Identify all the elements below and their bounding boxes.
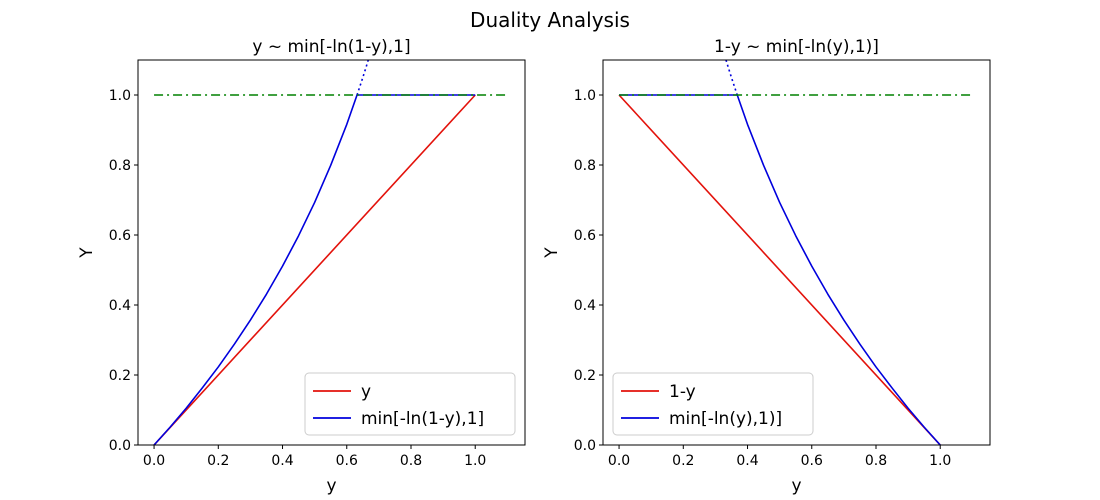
x-axis-label: y: [791, 476, 801, 496]
y-axis-label: Y: [77, 247, 97, 259]
series-line-dotted-2: [725, 60, 739, 96]
subplot-right: 0.0 0.2 0.4 0.6 0.8 1.0 0.0 0.2 0.4 0.6 0.8 1.0 1-y …: [542, 37, 991, 496]
series-group: [153, 60, 508, 445]
plot-frame: [137, 59, 526, 446]
legend-box: [612, 372, 814, 436]
y-tick-label: 0.0: [574, 438, 596, 454]
plot-title: 1-y ~ min[-ln(y),1)]: [714, 37, 879, 57]
y-tick-label: 0.6: [109, 228, 131, 244]
y-tick-label: 0.2: [109, 368, 131, 384]
series-line-1-y: [618, 94, 941, 445]
y-tick-label: 0.4: [109, 298, 131, 314]
legend-box: [304, 372, 516, 436]
series-line-min-ln-1-y-1-: [153, 94, 476, 445]
y-tick-label: 0.8: [574, 158, 596, 174]
legend-label: y: [361, 382, 371, 402]
figure-suptitle: Duality Analysis: [470, 8, 630, 32]
legend: 1-y min[-ln(y),1)]: [612, 372, 814, 436]
x-tick-label: 0.4: [271, 453, 293, 469]
legend-label: min[-ln(y),1)]: [669, 409, 782, 429]
series-line-dotted-2: [356, 60, 370, 96]
y-tick-label: 0.6: [574, 228, 596, 244]
y-axis-label: Y: [542, 247, 562, 259]
legend-label: 1-y: [669, 382, 696, 402]
x-tick-label: 0.0: [143, 453, 165, 469]
x-tick-label: 0.8: [865, 453, 887, 469]
x-tick-label: 1.0: [929, 453, 951, 469]
x-tick-label: 1.0: [464, 453, 486, 469]
y-tick-label: 1.0: [574, 88, 596, 104]
subplot-left: 0.0 0.2 0.4 0.6 0.8 1.0 0.0 0.2 0.4 0.6 0.8 1.0 y ~ …: [77, 37, 526, 496]
x-tick-label: 0.8: [400, 453, 422, 469]
y-tick-label: 0.8: [109, 158, 131, 174]
series-line-y: [153, 94, 476, 445]
legend: y min[-ln(1-y),1]: [304, 372, 516, 436]
y-tick-label: 0.4: [574, 298, 596, 314]
y-tick-label: 0.0: [109, 438, 131, 454]
y-tick-label: 1.0: [109, 88, 131, 104]
x-axis-label: y: [326, 476, 336, 496]
x-tick-label: 0.6: [336, 453, 358, 469]
series-group: [618, 60, 973, 445]
y-tick-label: 0.2: [574, 368, 596, 384]
x-tick-label: 0.2: [207, 453, 229, 469]
x-tick-label: 0.0: [608, 453, 630, 469]
x-tick-label: 0.4: [736, 453, 758, 469]
plot-frame: [602, 59, 991, 446]
x-tick-label: 0.6: [801, 453, 823, 469]
x-tick-label: 0.2: [672, 453, 694, 469]
legend-label: min[-ln(1-y),1]: [361, 409, 484, 429]
plot-title: y ~ min[-ln(1-y),1]: [252, 37, 410, 57]
